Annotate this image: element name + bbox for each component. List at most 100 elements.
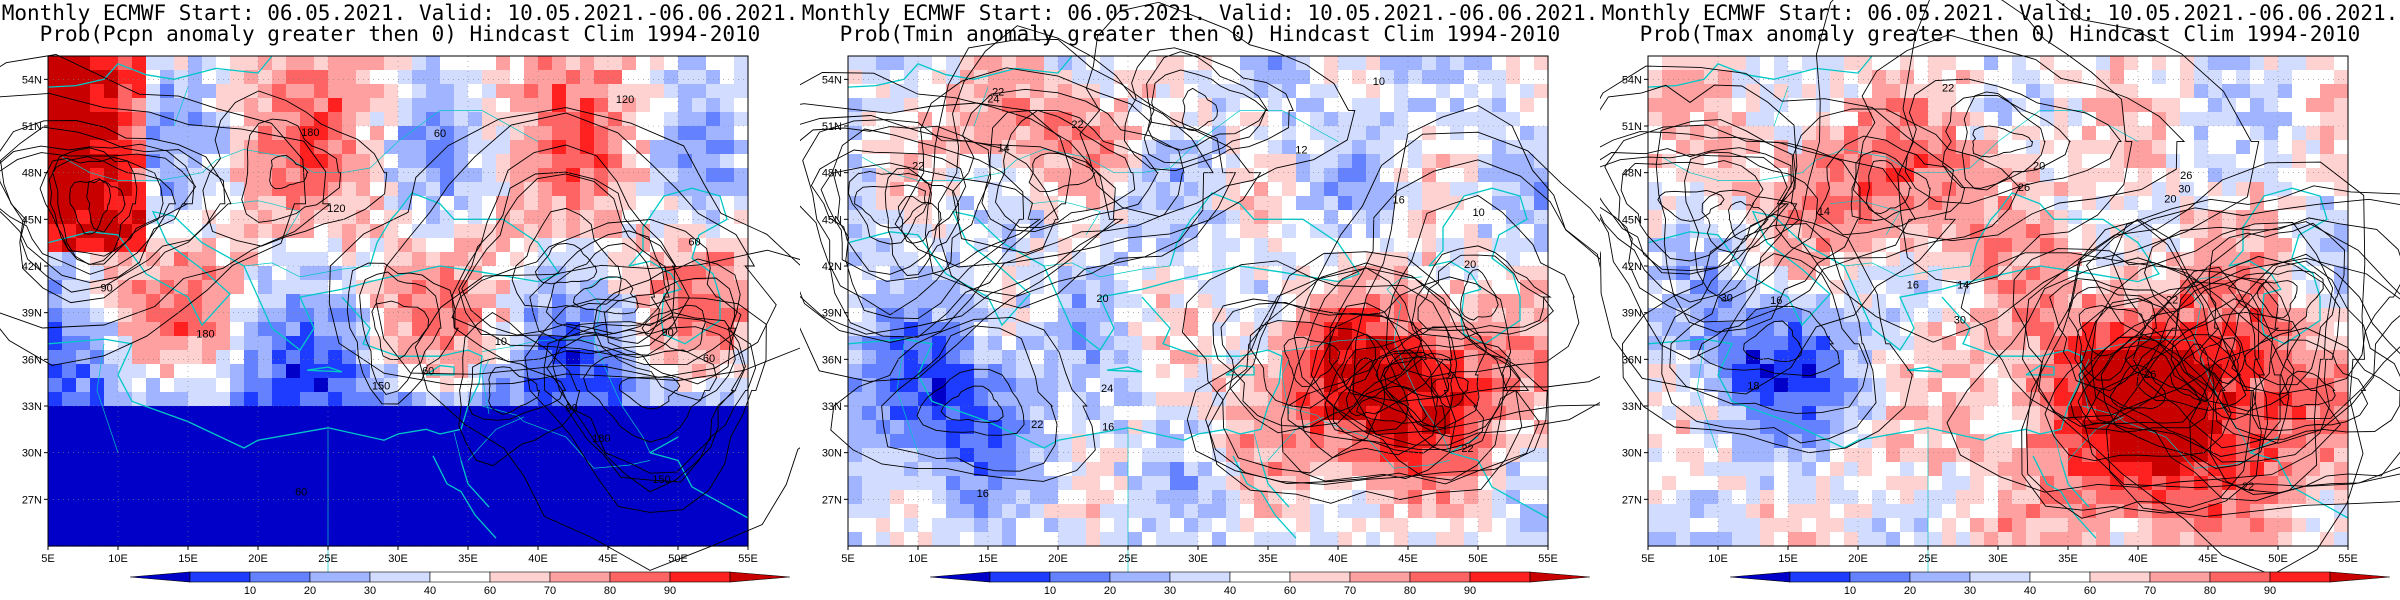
shade-cell (636, 266, 651, 281)
shade-cell (384, 532, 399, 547)
shade-cell (636, 490, 651, 505)
shade-cell (1072, 224, 1087, 239)
shade-cell (678, 434, 693, 449)
shade-cell (118, 406, 133, 421)
shade-cell (1408, 252, 1423, 267)
shade-cell (384, 434, 399, 449)
shade-cell (918, 252, 933, 267)
shade-cell (1310, 504, 1325, 519)
shade-cell (650, 98, 665, 113)
panel-title-line1: Monthly ECMWF Start: 06.05.2021. Valid: … (1601, 1, 2399, 25)
shade-cell (876, 392, 891, 407)
shade-cell (1648, 210, 1663, 225)
shade-cell (1690, 490, 1705, 505)
shade-cell (328, 392, 343, 407)
shade-cell (974, 420, 989, 435)
shade-cell (1338, 518, 1353, 533)
shade-cell (1170, 420, 1185, 435)
shade-cell (1492, 518, 1507, 533)
shade-cell (1310, 126, 1325, 141)
shade-cell (1928, 98, 1943, 113)
shade-cell (904, 322, 919, 337)
shade-cell (1872, 112, 1887, 127)
shade-cell (1520, 504, 1535, 519)
shade-cell (1970, 378, 1985, 393)
shade-cell (664, 490, 679, 505)
shade-cell (328, 210, 343, 225)
shade-cell (1520, 476, 1535, 491)
shade-cell (398, 154, 413, 169)
shade-cell (90, 84, 105, 99)
shade-cell (1212, 224, 1227, 239)
shade-cell (482, 294, 497, 309)
shade-cell (426, 70, 441, 85)
shade-cell (876, 322, 891, 337)
shade-cell (146, 378, 161, 393)
shade-cell (524, 182, 539, 197)
shade-cell (1436, 70, 1451, 85)
shade-cell (876, 518, 891, 533)
shade-cell (2012, 280, 2027, 295)
shade-cell (2082, 182, 2097, 197)
shade-cell (1114, 126, 1129, 141)
shade-cell (118, 504, 133, 519)
shade-cell (454, 392, 469, 407)
shade-cell (1492, 210, 1507, 225)
shade-cell (1830, 140, 1845, 155)
shade-cell (1928, 532, 1943, 547)
shade-cell (1886, 378, 1901, 393)
shade-cell (1086, 308, 1101, 323)
shade-cell (1240, 392, 1255, 407)
shade-cell (342, 84, 357, 99)
shade-cell (1030, 336, 1045, 351)
shade-cell (678, 532, 693, 547)
shade-cell (1802, 196, 1817, 211)
shade-cell (890, 238, 905, 253)
shade-cell (622, 490, 637, 505)
shade-cell (1534, 140, 1549, 155)
shade-cell (1760, 196, 1775, 211)
shade-cell (1058, 448, 1073, 463)
shade-cell (862, 364, 877, 379)
shade-cell (1016, 434, 1031, 449)
coastlines (47, 55, 749, 539)
shade-cell (1338, 210, 1353, 225)
shade-cell (1492, 140, 1507, 155)
shade-cell (2040, 490, 2055, 505)
shade-cell (2082, 462, 2097, 477)
shade-cell (932, 490, 947, 505)
shade-cell (384, 392, 399, 407)
shade-cell (1704, 210, 1719, 225)
shade-cell (988, 434, 1003, 449)
shade-cell (1760, 476, 1775, 491)
shade-cell (650, 168, 665, 183)
contour-line (1249, 320, 1376, 409)
shade-cell (104, 322, 119, 337)
shade-cell (1408, 518, 1423, 533)
shade-cell (1030, 420, 1045, 435)
shade-cell (1170, 182, 1185, 197)
shade-cell (1942, 490, 1957, 505)
shade-cell (1128, 84, 1143, 99)
shade-cell (2082, 518, 2097, 533)
shade-cell (1478, 126, 1493, 141)
shade-cell (1156, 196, 1171, 211)
shade-cell (1914, 182, 1929, 197)
shade-cell (1072, 112, 1087, 127)
shade-cell (398, 168, 413, 183)
shade-cell (1016, 238, 1031, 253)
shade-cell (904, 476, 919, 491)
shade-cell (1816, 238, 1831, 253)
shade-cell (1760, 490, 1775, 505)
shade-cell (678, 294, 693, 309)
contour-line (545, 242, 660, 344)
shade-cell (1226, 154, 1241, 169)
shade-cell (468, 126, 483, 141)
shade-cell (440, 462, 455, 477)
shade-cell (426, 350, 441, 365)
shade-cell (720, 420, 735, 435)
shade-cell (1114, 518, 1129, 533)
shade-cell (174, 140, 189, 155)
shade-cell (1002, 490, 1017, 505)
shade-cell (342, 392, 357, 407)
